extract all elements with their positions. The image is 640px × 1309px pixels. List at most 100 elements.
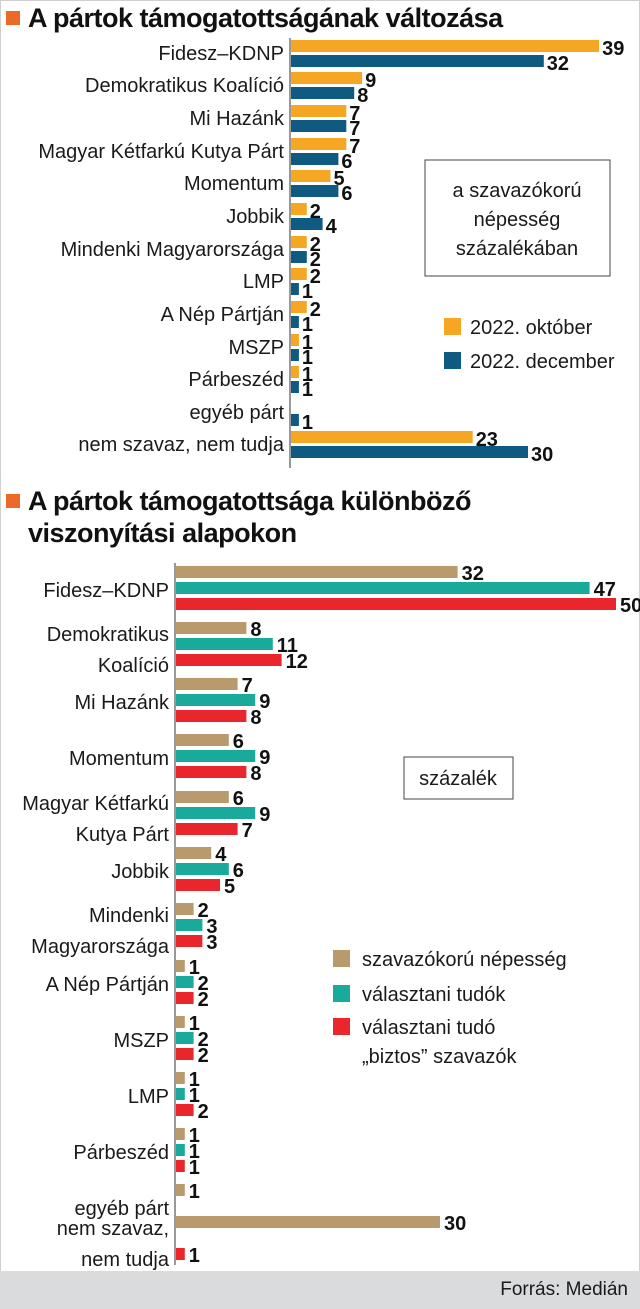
chart1-category-label: Jobbik (226, 206, 285, 228)
chart2-value-label: 1 (189, 1085, 200, 1107)
chart2-bar (176, 960, 185, 972)
chart1-value-label: 1 (302, 347, 313, 369)
chart1-bar (291, 87, 355, 99)
chart1-category-label: Mi Hazánk (190, 108, 285, 130)
chart1-svg: Fidesz–KDNP 39 32 Demokratikus Koalíció 98 Mi… (38, 38, 624, 468)
chart2-value-label: 2 (198, 1029, 209, 1051)
chart1-value-label: 9 (365, 70, 376, 92)
chart1-note-text: népesség (474, 209, 561, 231)
chart1-category-label: nem szavaz, nem tudja (78, 434, 285, 456)
chart2-bar (176, 1128, 185, 1140)
chart2-category-label: Momentum (69, 748, 169, 770)
chart1-value-label: 4 (326, 216, 338, 238)
chart1-value-label: 6 (341, 183, 352, 205)
chart1-value-label: 2 (310, 299, 321, 321)
chart2-category-label: Párbeszéd (73, 1142, 169, 1164)
chart1-value-label: 1 (302, 412, 313, 434)
chart2-bar (176, 1104, 194, 1116)
chart1-bar (291, 185, 339, 197)
chart2-value-label: 1 (189, 1069, 200, 1091)
chart1-bar (291, 105, 347, 117)
chart2-bar (176, 750, 256, 762)
chart1-category-label: Momentum (184, 173, 284, 195)
chart2-note-box (403, 756, 514, 800)
chart2-bar (176, 935, 203, 947)
chart2-value-label: 7 (242, 820, 253, 842)
chart1-title-text: A pártok támogatottságának változása (28, 3, 503, 33)
chart2-bar (176, 1032, 194, 1044)
chart2-bar (176, 976, 194, 988)
chart1-value-label: 5 (334, 168, 345, 190)
chart2-bar (176, 903, 194, 915)
chart2-value-label: 2 (198, 900, 209, 922)
chart2-value-label: 6 (233, 788, 244, 810)
chart2-bar (176, 678, 238, 690)
chart2-value-label: 12 (286, 651, 308, 673)
chart1-value-label: 6 (341, 151, 352, 173)
chart1-value-label: 30 (531, 444, 553, 466)
chart1-note-text: százalékában (456, 238, 578, 260)
chart2-bar (176, 1144, 185, 1156)
chart2-value-label: 1 (189, 1181, 200, 1203)
chart1-value-label: 39 (602, 38, 624, 60)
chart1-legend-label: 2022. december (470, 351, 615, 373)
chart2-category-label: MSZP (113, 1030, 169, 1052)
chart1-bar (291, 446, 528, 458)
chart1-bar (291, 251, 307, 263)
chart2-value-label: 9 (259, 691, 270, 713)
chart1-category-label: Magyar Kétfarkú Kutya Párt (38, 141, 284, 163)
chart1-category-label: Mindenki Magyarországa (61, 239, 285, 261)
chart2-bar (176, 654, 282, 666)
chart2-category-label: LMP (128, 1086, 169, 1108)
chart1-value-label: 1 (302, 281, 313, 303)
chart2-bar (176, 1160, 185, 1172)
chart2-value-label: 2 (198, 1045, 209, 1067)
chart2-legend-label: választani tudók (362, 984, 506, 1006)
chart2-title: A pártok támogatottsága különböző viszon… (6, 485, 472, 549)
chart2-category-label: Demokratikus (47, 624, 169, 646)
chart1-category-label: Demokratikus Koalíció (85, 75, 284, 97)
chart1-bar (291, 283, 299, 295)
chart1-bar (291, 40, 600, 52)
chart2-value-label: 2 (198, 973, 209, 995)
chart1-note-box (424, 159, 611, 277)
chart2-bar (176, 1048, 194, 1060)
chart1-category-label: Fidesz–KDNP (158, 43, 284, 65)
chart2-category-label: Magyarországa (31, 936, 170, 958)
chart2-bar (176, 992, 194, 1004)
chart2-bar (176, 638, 273, 650)
chart1-bar (291, 334, 299, 346)
source-text: Forrás: Medián (500, 1279, 628, 1300)
chart2-value-label: 47 (594, 579, 616, 601)
chart2-bar (176, 1016, 185, 1028)
chart2-value-label: 1 (189, 957, 200, 979)
chart2-legend-label: „biztos” szavazók (362, 1046, 517, 1068)
chart2-value-label: 5 (224, 876, 235, 898)
chart2-legend-swatch (333, 985, 350, 1002)
chart2-bar (176, 710, 247, 722)
chart1-bar (291, 236, 307, 248)
chart1-value-label: 2 (310, 266, 321, 288)
chart2-bar (176, 694, 256, 706)
chart2-category-label: egyéb párt (74, 1198, 169, 1220)
chart2-bar (176, 622, 247, 634)
chart2-legend-label: szavazókorú népesség (362, 949, 567, 971)
chart1-title: A pártok támogatottságának változása (6, 2, 503, 34)
chart2-bar (176, 1248, 185, 1260)
chart1-legend-swatch (444, 352, 461, 369)
chart2-value-label: 4 (215, 844, 227, 866)
chart1-category-label: Párbeszéd (188, 369, 284, 391)
chart1-bar (291, 55, 544, 67)
chart2-value-label: 2 (198, 1101, 209, 1123)
chart2-legend-swatch (333, 950, 350, 967)
chart1-value-label: 1 (302, 364, 313, 386)
chart2-bar (176, 879, 220, 891)
chart1-bar (291, 381, 299, 393)
chart1-value-label: 2 (310, 234, 321, 256)
chart1-value-label: 1 (302, 332, 313, 354)
chart2-legend-swatch (333, 1018, 350, 1035)
chart1-bar (291, 153, 339, 165)
chart2-value-label: 8 (250, 619, 261, 641)
chart2-value-label: 6 (233, 731, 244, 753)
chart2-bar (176, 791, 229, 803)
